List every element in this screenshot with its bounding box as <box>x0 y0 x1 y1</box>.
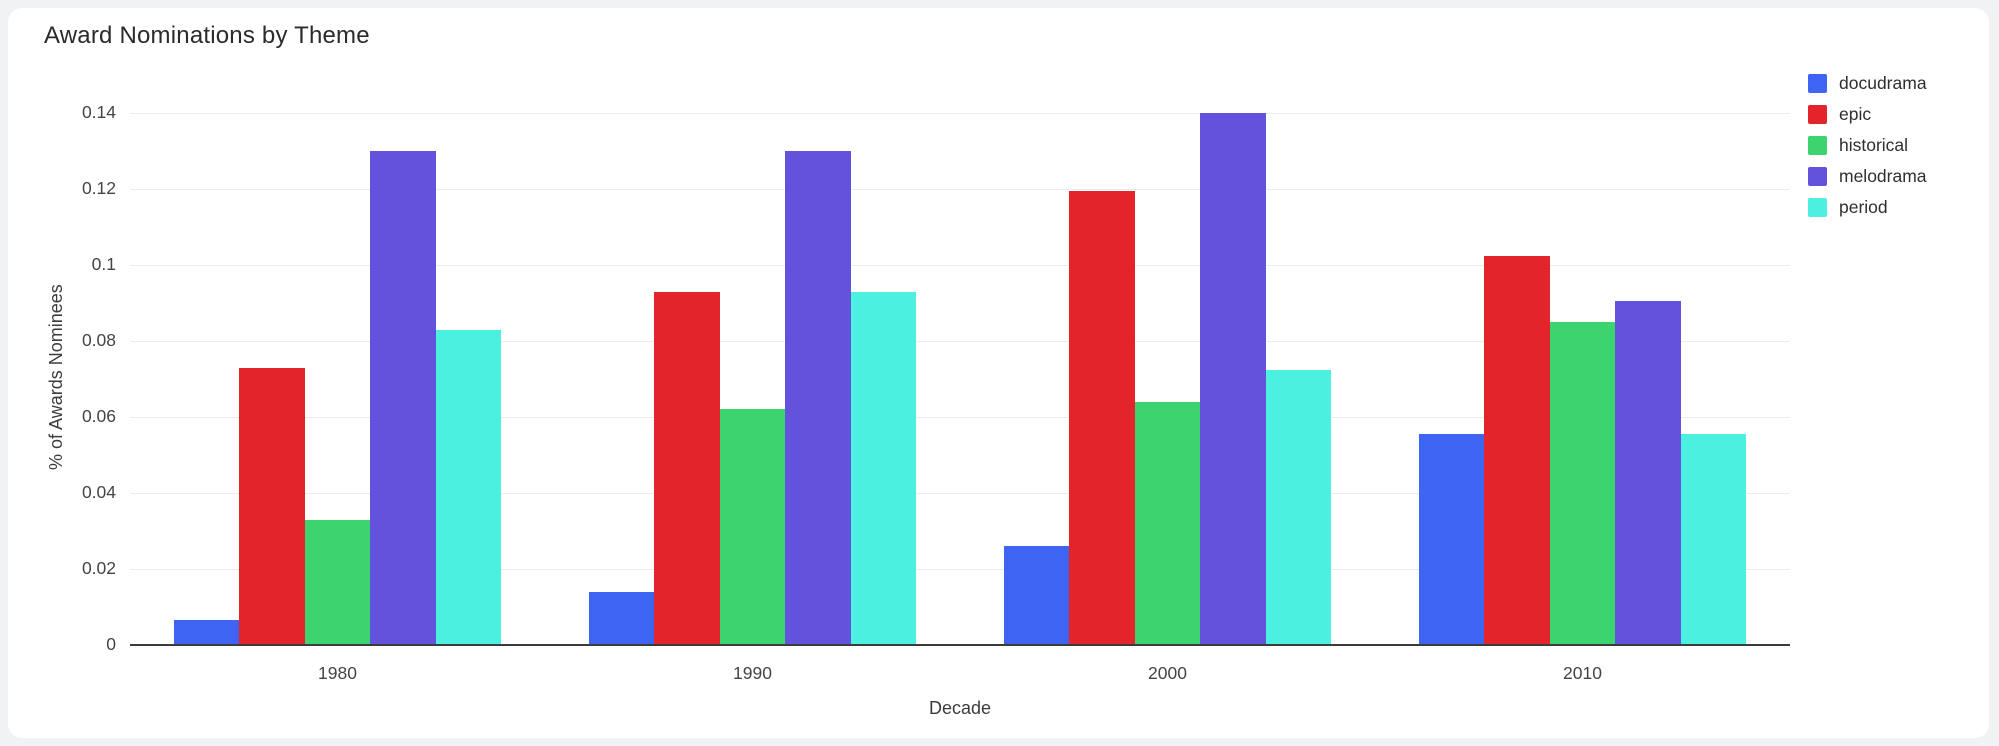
chart-card: Award Nominations by Theme 0 0.02 0.04 0.06… <box>8 8 1989 738</box>
legend-label: period <box>1839 197 1888 217</box>
x-axis-tick-label: 1990 <box>733 663 772 683</box>
y-gridline <box>130 340 1790 342</box>
bar-period-1990 <box>850 291 917 645</box>
legend-item-epic[interactable]: epic <box>1808 99 1927 130</box>
y-axis-tick-label: 0.08 <box>81 330 116 350</box>
x-axis-tick-label: 1980 <box>318 663 357 683</box>
bar-period-2010 <box>1680 434 1747 645</box>
legend-label: historical <box>1839 135 1909 155</box>
y-axis-tick-label: 0.02 <box>81 558 116 578</box>
bar-melodrama-2010 <box>1615 301 1681 645</box>
y-gridline <box>130 188 1790 190</box>
legend-swatch-epic <box>1808 105 1827 124</box>
y-axis-tick-label: 0.06 <box>81 406 116 426</box>
y-axis-tick-label: 0.1 <box>91 254 116 274</box>
chart-title: Award Nominations by Theme <box>44 22 370 49</box>
bar-historical-1980 <box>304 519 371 645</box>
bar-epic-2000 <box>1069 190 1135 645</box>
y-gridline <box>130 264 1790 266</box>
legend-item-period[interactable]: period <box>1808 192 1927 223</box>
legend: docudrama epic historical melodrama period <box>1808 68 1927 223</box>
y-axis-title: % of Awards Nominees <box>46 283 66 470</box>
bar-historical-2010 <box>1549 322 1616 645</box>
bar-melodrama-2000 <box>1200 113 1266 645</box>
bar-melodrama-1990 <box>785 151 851 645</box>
bar-period-1980 <box>435 329 502 645</box>
y-axis-tick-label: 0.12 <box>81 178 116 198</box>
legend-swatch-melodrama <box>1808 167 1827 186</box>
y-gridline <box>130 112 1790 114</box>
legend-item-historical[interactable]: historical <box>1808 130 1927 161</box>
x-axis-tick-label: 2000 <box>1148 663 1187 683</box>
legend-item-docudrama[interactable]: docudrama <box>1808 68 1927 99</box>
y-gridline <box>130 492 1790 494</box>
bar-melodrama-1980 <box>370 151 436 645</box>
bar-period-2000 <box>1265 369 1332 645</box>
legend-label: epic <box>1839 104 1872 124</box>
bar-docudrama-1980 <box>173 620 240 645</box>
bar-docudrama-1990 <box>588 591 655 645</box>
bar-docudrama-2000 <box>1003 546 1070 645</box>
y-gridline <box>130 568 1790 570</box>
legend-label: docudrama <box>1839 73 1927 93</box>
x-axis-title: Decade <box>928 698 992 718</box>
plot-area: 0 0.02 0.04 0.06 0.08 0.1 0.12 0.14 1980 1990 2000… <box>8 8 1989 738</box>
x-axis-tick-label: 2010 <box>1563 663 1602 683</box>
legend-swatch-period <box>1808 198 1827 217</box>
x-axis-line <box>130 644 1790 646</box>
y-axis-tick-label: 0 <box>106 634 116 654</box>
legend-swatch-historical <box>1808 136 1827 155</box>
bar-docudrama-2010 <box>1418 434 1485 645</box>
y-axis-tick-label: 0.04 <box>81 482 116 502</box>
bar-historical-1990 <box>719 409 786 645</box>
legend-swatch-docudrama <box>1808 74 1827 93</box>
bar-epic-1990 <box>654 291 720 645</box>
bar-epic-1980 <box>239 367 305 645</box>
bar-historical-2000 <box>1134 401 1201 645</box>
y-gridline <box>130 416 1790 418</box>
legend-item-melodrama[interactable]: melodrama <box>1808 161 1927 192</box>
legend-label: melodrama <box>1839 166 1927 186</box>
bar-epic-2010 <box>1484 255 1550 645</box>
y-axis-tick-label: 0.14 <box>81 102 116 122</box>
